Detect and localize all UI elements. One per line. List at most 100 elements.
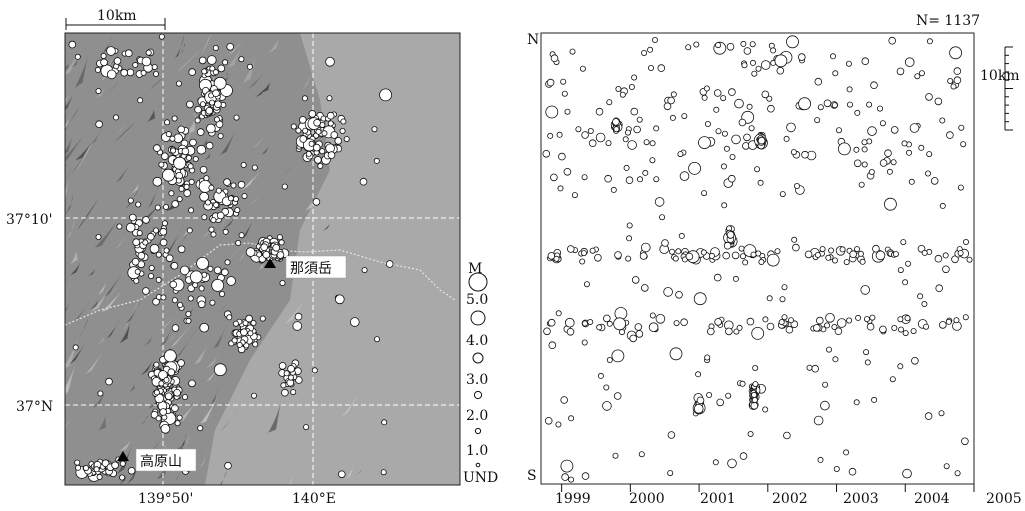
timeline-event [751,70,758,77]
timeline-event [918,144,925,151]
map-epicenter [151,64,158,71]
timeline-event [587,127,594,134]
timeline-event [879,120,886,127]
timeline-event [863,349,870,356]
timeline-scale-bar: 10km [980,46,1020,131]
timeline-event [962,314,969,321]
map-epicenter [238,56,245,63]
map-epicenter [168,190,175,197]
legend-circle-m5 [468,272,488,292]
map-epicenter [95,88,102,95]
timeline-event [715,42,722,49]
map-epicenter [222,59,229,66]
relief-ridge [65,415,74,428]
map-epicenter [219,290,226,297]
relief-ridge [113,121,136,143]
timeline-event [545,105,559,119]
timeline-event [751,391,758,398]
timeline-event [823,99,832,108]
timeline-event [556,131,563,138]
timeline-event [679,171,690,181]
timeline-event [715,128,722,135]
timeline-event [966,256,973,263]
timeline-event [905,260,912,267]
timeline-event [670,91,677,98]
timeline-event [678,232,685,239]
map-epicenter [281,388,289,397]
map-epicenter [173,156,187,170]
map-epicenter [125,49,133,57]
map-epicenter [183,189,192,197]
timeline-event [957,184,964,191]
relief-ridge [129,382,135,393]
map-epicenter [380,469,387,476]
timeline-event [720,163,727,170]
timeline-event [846,86,853,93]
timeline-event [830,53,837,60]
map-epicenter [163,349,177,363]
relief-ridge [65,113,71,129]
map-epicenter [197,300,206,309]
map-epicenter [280,382,287,389]
timeline-event [561,473,569,481]
map-epicenter [175,177,182,184]
timeline-event [813,415,824,426]
map-epicenter [132,238,141,247]
magnitude-legend: M 5.0 4.0 3.0 2.0 1.0 UND [463,261,498,486]
map-epicenter [305,150,312,157]
relief-ridge [75,141,93,173]
relief-ridge [65,335,79,369]
map-epicenter [189,270,203,284]
timeline-event [897,316,904,323]
map-epicenter [207,55,217,65]
timeline-event [766,95,773,102]
map-epicenter [175,80,182,87]
timeline-event [870,81,878,89]
relief-ridge [65,362,76,394]
map-epicenter [212,45,219,52]
timeline-event [904,315,911,322]
timeline-event [583,281,590,288]
map-epicenter [161,168,175,182]
timeline-event [909,123,920,133]
timeline-event [595,107,604,116]
map-epicenter [186,227,193,234]
map-epicenter [177,245,186,254]
timeline-event [934,97,943,106]
map-epicenter [173,388,181,397]
timeline-event [669,114,676,121]
map-epicenter [205,107,214,115]
legend-label-2: 2.0 [466,408,488,424]
map-epicenter [276,251,285,259]
map-epicenter [213,363,227,377]
map-epicenter [290,389,297,396]
relief-ridge [179,433,186,451]
timeline-event [667,470,674,477]
map-epicenter [93,466,100,473]
timeline-event [723,241,732,250]
timeline-event [561,90,568,97]
timeline-event [946,131,954,139]
map-epicenter [317,162,324,169]
relief-ridge [131,182,139,194]
map-epicenter [185,317,192,324]
timeline-event [611,349,625,363]
timeline-event [774,54,788,68]
map-epicenter [186,100,194,109]
timeline-event [594,253,602,262]
timeline-event [891,324,898,331]
map-epicenter [246,63,253,70]
map-epicenter [216,211,225,220]
relief-ridge [65,247,66,252]
place-label-nasudake: 那須岳 [290,261,332,277]
timeline-event [568,476,575,483]
timeline-event [766,295,773,302]
map-epicenter [194,105,202,114]
map-epicenter [95,120,103,128]
map-epicenter [371,126,378,133]
map-epicenter [169,280,178,289]
place-label-takaharayama: 高原山 [140,453,182,470]
relief-ridge [149,77,164,90]
map-epicenter [381,419,388,426]
timeline-event [825,312,835,323]
